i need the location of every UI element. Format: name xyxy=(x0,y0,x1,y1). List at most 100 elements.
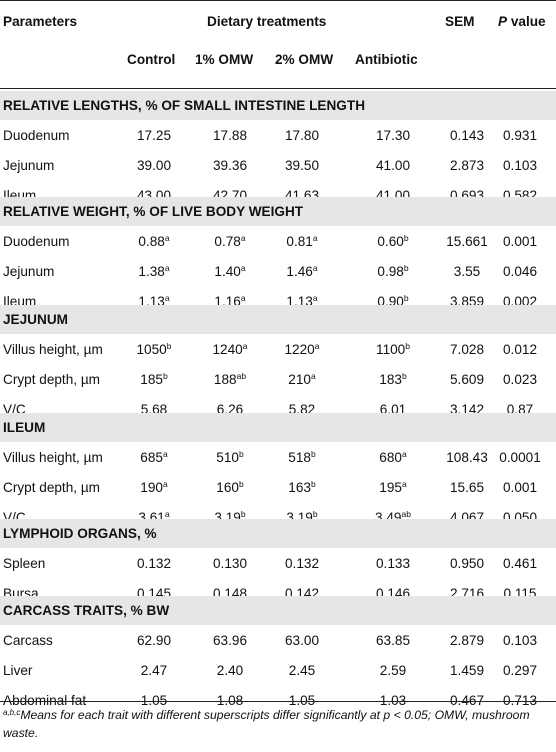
cell-value: 0.133 xyxy=(375,556,411,571)
cell-value: 188 xyxy=(213,372,237,387)
cell-value: 0.88 xyxy=(138,234,165,249)
bottom-rule xyxy=(0,701,556,702)
significance-superscript: b xyxy=(162,371,168,381)
value-cell: 63.85 xyxy=(353,626,433,656)
value-cell: 210a xyxy=(262,365,342,395)
value-cell: 17.30 xyxy=(353,121,433,151)
significance-superscript: b xyxy=(240,509,246,519)
value-cell: 39.00 xyxy=(114,151,194,181)
value-cell: 518b xyxy=(262,443,342,473)
row-label: Crypt depth, µm xyxy=(3,372,100,387)
row-label: Villus height, µm xyxy=(3,450,103,465)
cell-value: 1.05 xyxy=(140,693,168,708)
cell-value: 62.90 xyxy=(136,633,172,648)
row-label: Duodenum xyxy=(3,128,70,143)
sem-cell: 2.873 xyxy=(449,158,485,173)
cell-value: 1.08 xyxy=(216,693,244,708)
sem-cell: 0.467 xyxy=(449,693,485,708)
value-cell: 680a xyxy=(353,443,433,473)
significance-superscript: b xyxy=(405,341,410,351)
cell-value: 0.132 xyxy=(284,556,320,571)
cell-value: 1.38 xyxy=(138,264,165,279)
significance-superscript: ab xyxy=(236,371,247,381)
cell-value: 2.40 xyxy=(216,663,244,678)
table-row: Villus height, µm 1050b 1240a 1220a 1100b 7.0… xyxy=(0,335,556,365)
value-cell: 1100b xyxy=(353,335,433,365)
cell-value: 63.85 xyxy=(375,633,411,648)
value-cell: 1.03 xyxy=(353,686,433,716)
p-value-cell: 0.713 xyxy=(502,693,538,708)
value-cell: 1.46a xyxy=(262,257,342,287)
row-label: Spleen xyxy=(3,556,46,571)
section-title: RELATIVE WEIGHT, % OF LIVE BODY WEIGHT xyxy=(3,204,304,219)
cell-value: 39.36 xyxy=(212,158,248,173)
significance-superscript: b xyxy=(403,293,409,303)
value-cell: 183b xyxy=(353,365,433,395)
sem-cell: 3.55 xyxy=(453,264,481,279)
value-cell: 17.80 xyxy=(262,121,342,151)
significance-superscript: b xyxy=(401,371,407,381)
p-value-cell: 0.0001 xyxy=(499,450,541,465)
sem-cell: 0.143 xyxy=(449,128,485,143)
row-label: Duodenum xyxy=(3,234,70,249)
significance-superscript: a xyxy=(164,233,170,243)
significance-superscript: a xyxy=(240,293,246,303)
significance-superscript: a xyxy=(240,263,246,273)
section-header: CARCASS TRAITS, % BW xyxy=(0,596,556,625)
section-header: LYMPHOID ORGANS, % xyxy=(0,519,556,548)
section-title: CARCASS TRAITS, % BW xyxy=(3,603,170,618)
value-cell: 63.00 xyxy=(262,626,342,656)
cell-value: 685 xyxy=(140,450,163,465)
cell-value: 17.25 xyxy=(136,128,172,143)
section-title: ILEUM xyxy=(3,420,46,435)
sem-cell: 15.65 xyxy=(449,480,485,495)
value-cell: 41.00 xyxy=(353,151,433,181)
value-cell: 160b xyxy=(190,473,270,503)
value-cell: 62.90 xyxy=(114,626,194,656)
value-cell: 1.05 xyxy=(114,686,194,716)
significance-superscript: a xyxy=(242,341,248,351)
table-row: Crypt depth, µm 190a 160b 163b 195a 15.65 0.00… xyxy=(0,473,556,503)
value-cell: 685a xyxy=(114,443,194,473)
section-title: JEJUNUM xyxy=(3,312,68,327)
significance-superscript: a xyxy=(310,371,316,381)
table-row: Spleen 0.132 0.130 0.132 0.133 0.950 0.461 xyxy=(0,549,556,579)
cell-value: 210 xyxy=(288,372,311,387)
column-antibiotic: Antibiotic xyxy=(355,52,418,67)
cell-value: 63.96 xyxy=(212,633,248,648)
cell-value: 680 xyxy=(379,450,402,465)
table-row: Duodenum 17.25 17.88 17.80 17.30 0.143 0.931 xyxy=(0,121,556,151)
footnote-superscript: a,b,c xyxy=(3,708,21,717)
cell-value: 63.00 xyxy=(284,633,320,648)
value-cell: 195a xyxy=(353,473,433,503)
row-label: Carcass xyxy=(3,633,53,648)
value-cell: 1.08 xyxy=(190,686,270,716)
significance-superscript: b xyxy=(312,509,318,519)
cell-value: 2.59 xyxy=(379,663,407,678)
p-value-cell: 0.931 xyxy=(502,128,538,143)
row-label: Liver xyxy=(3,663,33,678)
cell-value: 0.132 xyxy=(136,556,172,571)
section-header: JEJUNUM xyxy=(0,305,556,334)
value-cell: 1240a xyxy=(190,335,270,365)
sem-cell: 0.950 xyxy=(449,556,485,571)
table-row: Villus height, µm 685a 510b 518b 680a 108.43 0… xyxy=(0,443,556,473)
significance-superscript: a xyxy=(312,263,318,273)
value-cell: 2.40 xyxy=(190,656,270,686)
header-parameters: Parameters xyxy=(3,14,78,29)
value-cell: 17.25 xyxy=(114,121,194,151)
p-symbol: P xyxy=(498,14,508,29)
cell-value: 1240 xyxy=(212,342,243,357)
significance-superscript: a xyxy=(401,449,407,459)
p-value-cell: 0.001 xyxy=(502,234,538,249)
value-cell: 510b xyxy=(190,443,270,473)
value-cell: 0.132 xyxy=(262,549,342,579)
value-cell: 2.45 xyxy=(262,656,342,686)
significance-superscript: b xyxy=(238,479,244,489)
p-value-cell: 0.023 xyxy=(502,372,538,387)
cell-value: 17.88 xyxy=(212,128,248,143)
cell-value: 39.50 xyxy=(284,158,320,173)
significance-superscript: b xyxy=(166,341,172,351)
row-label: Abdominal fat xyxy=(3,693,87,708)
cell-value: 163 xyxy=(288,480,311,495)
